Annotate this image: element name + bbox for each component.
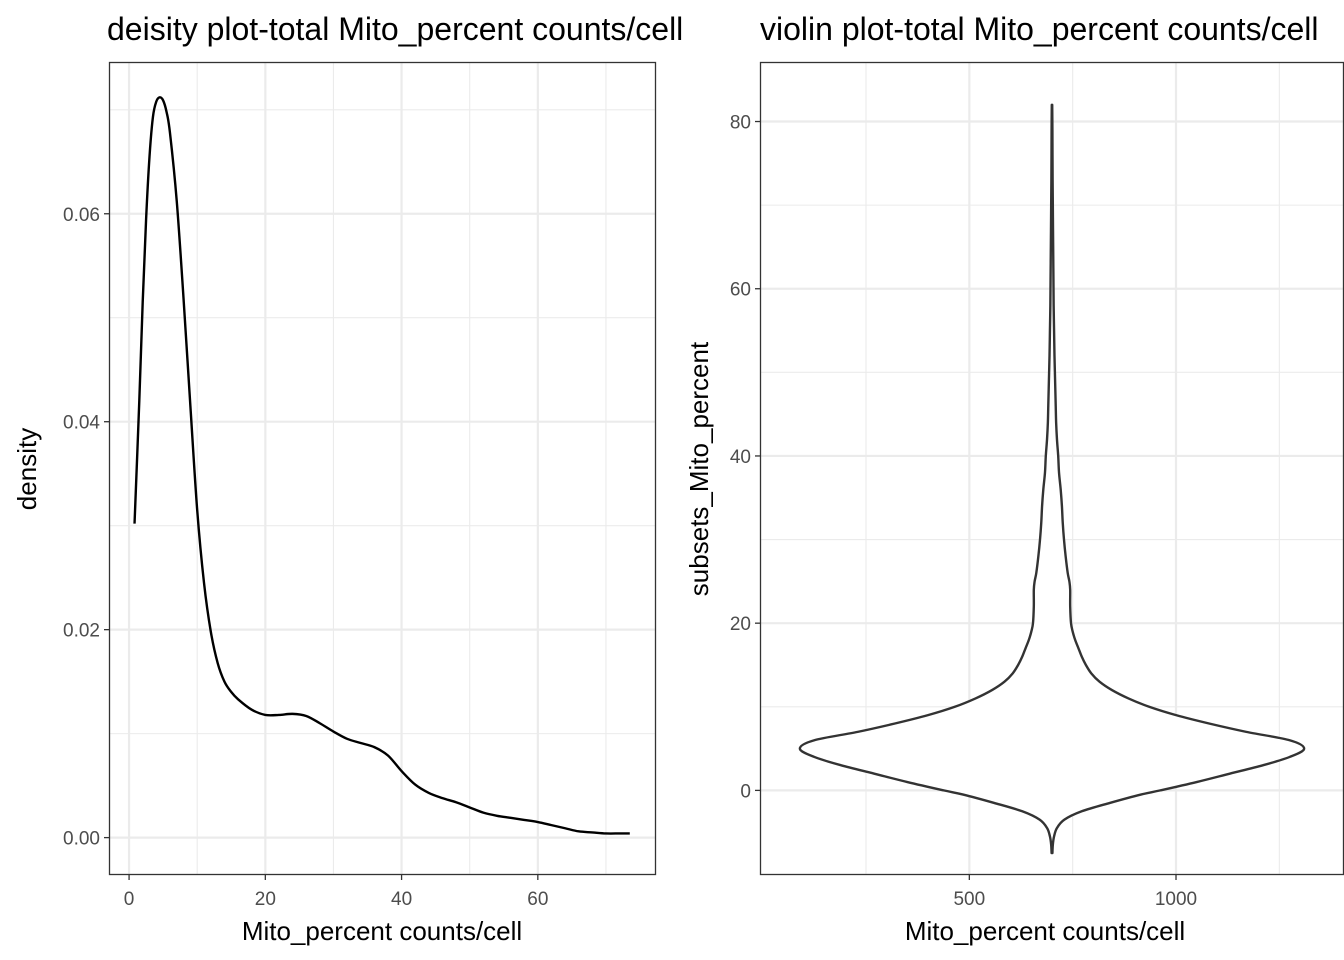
density-plot-title: deisity plot-total Mito_percent counts/c… bbox=[107, 11, 683, 47]
density-grid bbox=[110, 63, 655, 874]
density-curve bbox=[133, 96, 630, 835]
violin-y-tick-label: 0 bbox=[740, 781, 751, 802]
density-y-tick-label: 0.02 bbox=[63, 621, 100, 642]
violin-y-tick-label: 60 bbox=[730, 280, 751, 301]
violin-y-tick-label: 20 bbox=[730, 614, 751, 635]
density-x-tick-label: 20 bbox=[255, 889, 276, 910]
violin-shape bbox=[798, 103, 1306, 855]
violin-axis-ticks: 500 1000 0 20 40 60 80 bbox=[730, 113, 1197, 910]
violin-plot-title: violin plot-total Mito_percent counts/ce… bbox=[760, 11, 1319, 47]
density-x-tick-label: 60 bbox=[527, 889, 548, 910]
density-axis-ticks: 0 20 40 60 0.00 0.02 0.04 0.06 bbox=[63, 205, 548, 910]
density-panel-background bbox=[110, 63, 655, 874]
density-panel-border bbox=[108, 61, 657, 876]
density-y-tick-label: 0.00 bbox=[63, 829, 100, 850]
violin-y-axis-title: subsets_Mito_percent bbox=[684, 341, 714, 596]
density-y-tick-label: 0.04 bbox=[63, 413, 100, 434]
density-x-axis-title: Mito_percent counts/cell bbox=[242, 916, 522, 946]
density-x-tick-label: 40 bbox=[391, 889, 412, 910]
violin-x-tick-label: 500 bbox=[953, 889, 985, 910]
violin-x-axis-title: Mito_percent counts/cell bbox=[905, 916, 1185, 946]
density-y-tick-label: 0.06 bbox=[63, 205, 100, 226]
violin-plot-panel: violin plot-total Mito_percent counts/ce… bbox=[684, 11, 1344, 946]
violin-y-tick-label: 80 bbox=[730, 113, 751, 134]
violin-y-tick-label: 40 bbox=[730, 447, 751, 468]
violin-x-tick-label: 1000 bbox=[1155, 889, 1197, 910]
density-y-axis-title: density bbox=[12, 428, 42, 510]
density-x-tick-label: 0 bbox=[124, 889, 135, 910]
density-plot-panel: deisity plot-total Mito_percent counts/c… bbox=[12, 11, 683, 946]
